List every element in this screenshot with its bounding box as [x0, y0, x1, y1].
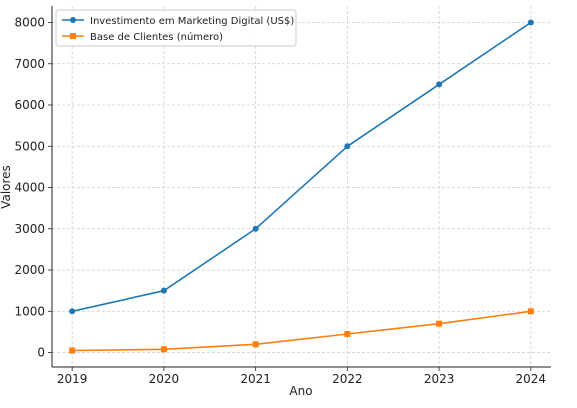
data-point-investimento: [344, 143, 351, 150]
legend: Investimento em Marketing Digital (US$) …: [55, 9, 297, 47]
legend-marker-investimento: [70, 17, 76, 23]
data-point-investimento: [527, 19, 534, 26]
x-tick-label: 2023: [424, 372, 455, 386]
y-tick-label: 3000: [14, 222, 45, 236]
x-tick-label: 2024: [516, 372, 547, 386]
data-point-clientes: [436, 320, 443, 327]
y-tick-label: 5000: [14, 139, 45, 153]
x-tick-label: 2019: [57, 372, 88, 386]
data-point-investimento: [160, 287, 167, 294]
legend-label-investimento: Investimento em Marketing Digital (US$): [90, 16, 294, 27]
axis-labels: Ano Valores: [0, 165, 313, 398]
legend-label-clientes: Base de Clientes (número): [90, 31, 223, 43]
data-point-clientes: [527, 308, 534, 315]
y-tick-label: 6000: [14, 98, 45, 112]
legend-marker-clientes: [70, 33, 76, 39]
x-tick-label: 2022: [332, 372, 363, 386]
data-point-clientes: [344, 330, 351, 337]
series-line-clientes: [72, 310, 531, 352]
legend-box: [55, 9, 297, 47]
data-point-investimento: [436, 81, 443, 88]
data-point-clientes: [69, 347, 76, 354]
y-tick-label: 4000: [14, 181, 45, 195]
y-axis-label: Valores: [0, 165, 13, 209]
y-tick-label: 1000: [14, 304, 45, 318]
x-tick-label: 2020: [149, 372, 180, 386]
legend-entry-investimento: Investimento em Marketing Digital (US$): [62, 16, 294, 27]
data-point-clientes: [252, 341, 259, 348]
data-point-clientes: [160, 346, 167, 353]
y-tick-label: 2000: [14, 263, 45, 277]
x-axis-label: Ano: [289, 384, 312, 398]
y-tick-label: 0: [37, 346, 45, 360]
axes: 0 1000 2000 3000 4000 5000 6000 7000 8000 2019 202…: [14, 6, 551, 386]
series-layer: [69, 19, 534, 354]
grid: [52, 6, 551, 367]
y-tick-label: 8000: [14, 16, 45, 30]
legend-entry-clientes: Base de Clientes (número): [62, 31, 223, 43]
data-point-investimento: [69, 308, 76, 315]
y-tick-label: 7000: [14, 57, 45, 71]
series-line-investimento: [72, 21, 532, 313]
x-tick-label: 2021: [240, 372, 271, 386]
data-point-investimento: [252, 225, 259, 232]
